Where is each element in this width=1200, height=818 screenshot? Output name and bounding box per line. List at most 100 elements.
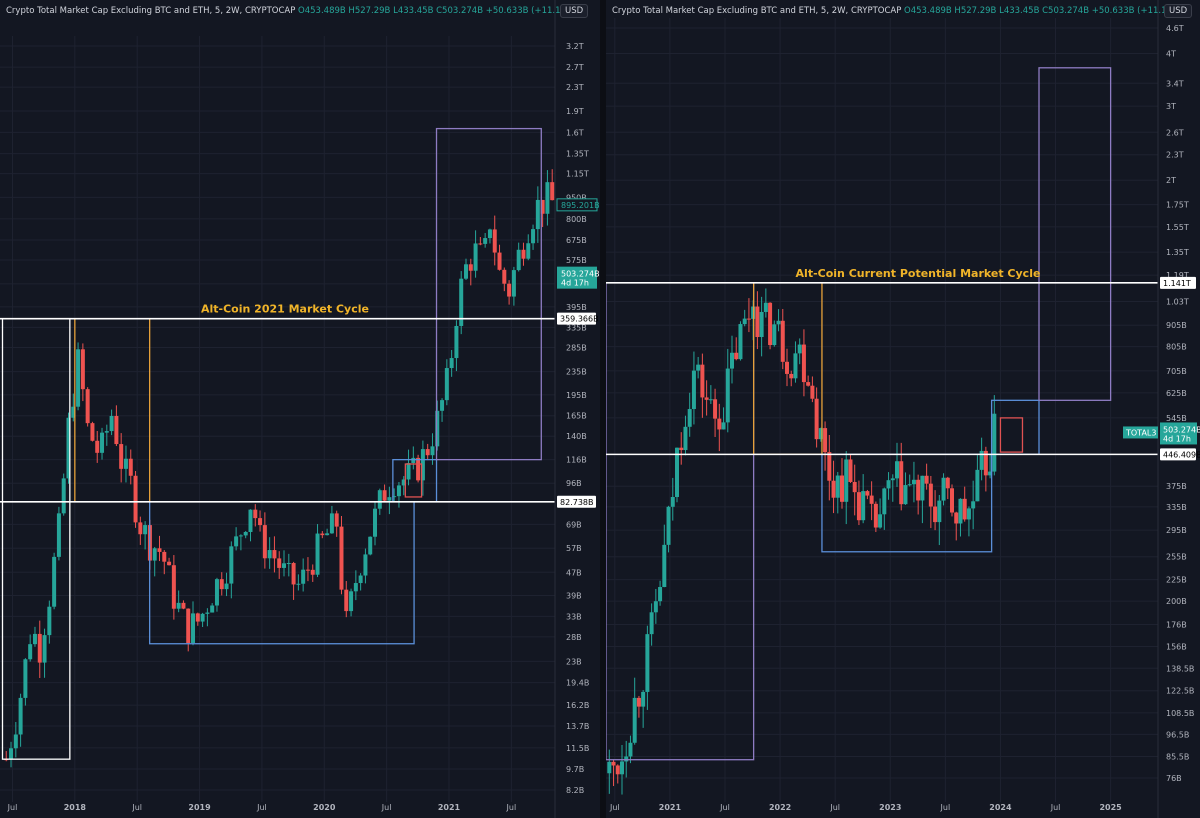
- candle-body: [382, 490, 387, 501]
- y-tick-label: 675B: [566, 236, 587, 245]
- candle-body: [700, 364, 705, 398]
- candle-body: [301, 569, 306, 584]
- y-tick-label: 3.2T: [566, 42, 584, 51]
- candle-body: [363, 554, 368, 576]
- price-tag-last-bg: [556, 198, 598, 212]
- candle-body: [869, 495, 874, 504]
- candle-body: [104, 431, 109, 433]
- chart-title-right: Crypto Total Market Cap Excluding BTC an…: [612, 6, 902, 16]
- candle-body: [941, 477, 946, 501]
- chart-header-left: Crypto Total Market Cap Excluding BTC an…: [6, 6, 577, 16]
- y-tick-label: 3.4T: [1166, 79, 1184, 88]
- candle-body: [920, 475, 925, 501]
- x-tick-label: Jul: [131, 803, 142, 812]
- candle-body: [526, 243, 531, 259]
- candle-body: [262, 525, 267, 559]
- candle-body: [649, 612, 654, 635]
- candle-body: [531, 229, 536, 244]
- candle-body: [320, 533, 325, 536]
- candle-body: [468, 264, 473, 271]
- candle-body: [840, 475, 845, 502]
- x-tick-label: Jul: [609, 803, 620, 812]
- candle-body: [47, 606, 52, 636]
- price-tag-current-bg: [557, 266, 597, 289]
- x-tick-label: Jul: [829, 803, 840, 812]
- candle-body: [763, 302, 768, 312]
- candle-body: [856, 492, 861, 521]
- candle-body: [238, 535, 243, 537]
- candle-body: [844, 459, 849, 502]
- x-tick-label: Jul: [7, 803, 18, 812]
- candle-body: [109, 415, 114, 432]
- y-tick-label: 905B: [1166, 321, 1187, 330]
- y-tick-label: 295B: [1166, 526, 1187, 535]
- x-tick-label: Jul: [256, 803, 267, 812]
- y-tick-label: 69B: [566, 520, 582, 529]
- chart-canvas-left[interactable]: Alt-Coin 2021 Market Cycle 3.2T 2.7T 2.3T 1.…: [0, 0, 600, 818]
- y-tick-label: 375B: [1166, 482, 1187, 491]
- y-tick-label: 116B: [566, 456, 587, 465]
- price-tag-current: 503.274B: [561, 270, 600, 279]
- candle-body: [42, 635, 47, 663]
- candle-body: [928, 483, 933, 507]
- candle-body: [425, 449, 430, 456]
- chart-header-right: Crypto Total Market Cap Excluding BTC an…: [612, 6, 1183, 16]
- candle-body: [420, 449, 425, 481]
- candle-body: [687, 409, 692, 427]
- y-tick-label: 1.03T: [1166, 298, 1189, 307]
- candle-body: [248, 509, 253, 532]
- candle-body: [717, 418, 722, 430]
- candle-body: [831, 480, 836, 498]
- y-tick-label: 4T: [1166, 50, 1176, 59]
- candle-body: [435, 410, 440, 447]
- chart-panel-left[interactable]: Alt-Coin 2021 Market Cycle 3.2T 2.7T 2.3T 1.…: [0, 0, 600, 818]
- candle-body: [545, 182, 550, 214]
- candle-body: [624, 756, 629, 762]
- candle-body: [502, 269, 507, 284]
- candle-body: [937, 500, 942, 523]
- candle-body: [797, 344, 802, 354]
- candle-body: [916, 479, 921, 501]
- candle-body: [205, 612, 210, 614]
- y-tick-label: 8.2B: [566, 786, 584, 795]
- candle-body: [801, 344, 806, 383]
- candle-body: [878, 514, 883, 528]
- candle-body: [725, 368, 730, 423]
- candle-body: [521, 249, 526, 259]
- candle-body: [806, 382, 811, 386]
- candle-body: [71, 406, 76, 418]
- candle-body: [325, 533, 330, 536]
- candle-body: [411, 457, 416, 464]
- currency-button-right[interactable]: USD: [1164, 4, 1193, 18]
- candle-body: [119, 444, 124, 469]
- candle-body: [895, 461, 900, 479]
- candle-body: [171, 565, 176, 609]
- y-tick-label: 28B: [566, 633, 582, 642]
- price-tag-bottom-line: 82.738B: [560, 498, 593, 507]
- candle-body: [138, 522, 143, 535]
- candle-body: [167, 561, 172, 566]
- candle-body: [114, 415, 119, 445]
- candle-body: [988, 471, 993, 476]
- candle-body: [734, 352, 739, 360]
- ohlc-high-left: H527.29B: [348, 6, 391, 16]
- candle-body: [742, 318, 747, 325]
- y-tick-label: 1.35T: [566, 150, 589, 159]
- candle-body: [406, 463, 411, 480]
- candle-body: [954, 512, 959, 524]
- y-tick-label: 625B: [1166, 389, 1187, 398]
- candle-body: [267, 550, 272, 559]
- currency-button-left[interactable]: USD: [560, 4, 589, 18]
- y-tick-label: 96.5B: [1166, 730, 1189, 739]
- y-tick-label: 705B: [1166, 367, 1187, 376]
- candle-body: [933, 506, 938, 523]
- y-tick-label: 395B: [566, 303, 587, 312]
- chart-canvas-right[interactable]: Alt-Coin Current Potential Market Cycle 4…: [606, 0, 1200, 818]
- candle-body: [507, 283, 512, 297]
- candle-body: [95, 440, 100, 453]
- candle-body: [759, 311, 764, 338]
- y-tick-label: 2T: [1166, 176, 1176, 185]
- chart-panel-right[interactable]: Alt-Coin Current Potential Market Cycle 4…: [606, 0, 1200, 818]
- candle-body: [416, 457, 421, 481]
- candle-body: [785, 361, 790, 374]
